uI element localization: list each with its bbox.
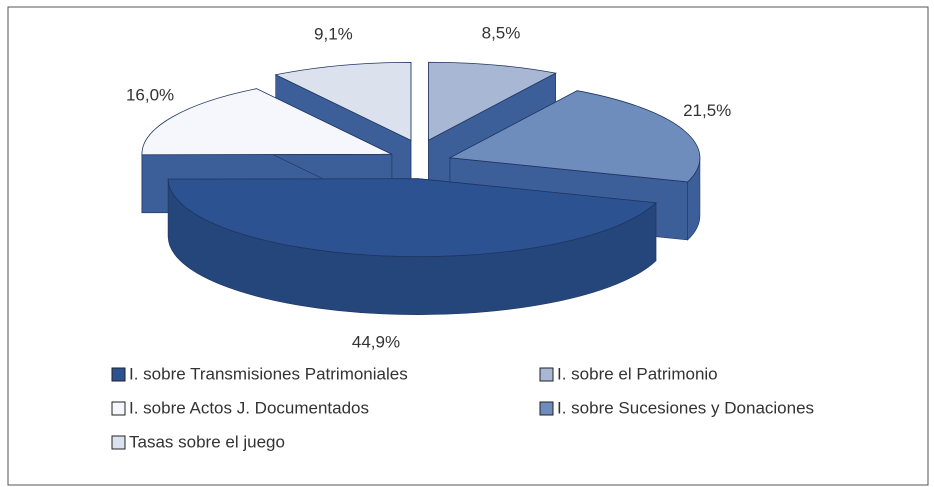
legend-label: I. sobre Sucesiones y Donaciones <box>557 398 814 417</box>
legend-label: I. sobre Actos J. Documentados <box>129 398 369 417</box>
data-label: 16,0% <box>126 85 174 104</box>
data-label: 44,9% <box>352 333 400 352</box>
legend-marker <box>111 367 126 382</box>
legend-marker <box>111 435 126 450</box>
legend-marker <box>539 401 554 416</box>
slice <box>428 61 557 141</box>
legend-marker <box>539 367 554 382</box>
legend-label: Tasas sobre el juego <box>129 432 285 451</box>
legend-marker <box>111 401 126 416</box>
legend-label: I. sobre Transmisiones Patrimoniales <box>129 364 408 383</box>
slice <box>167 178 657 258</box>
frame <box>7 6 929 486</box>
data-label: 21,5% <box>683 101 731 120</box>
slice <box>141 88 393 156</box>
slice <box>448 90 701 183</box>
data-label: 9,1% <box>314 24 353 43</box>
legend-label: I. sobre el Patrimonio <box>557 364 718 383</box>
data-label: 8,5% <box>482 24 521 43</box>
slice <box>274 61 412 142</box>
